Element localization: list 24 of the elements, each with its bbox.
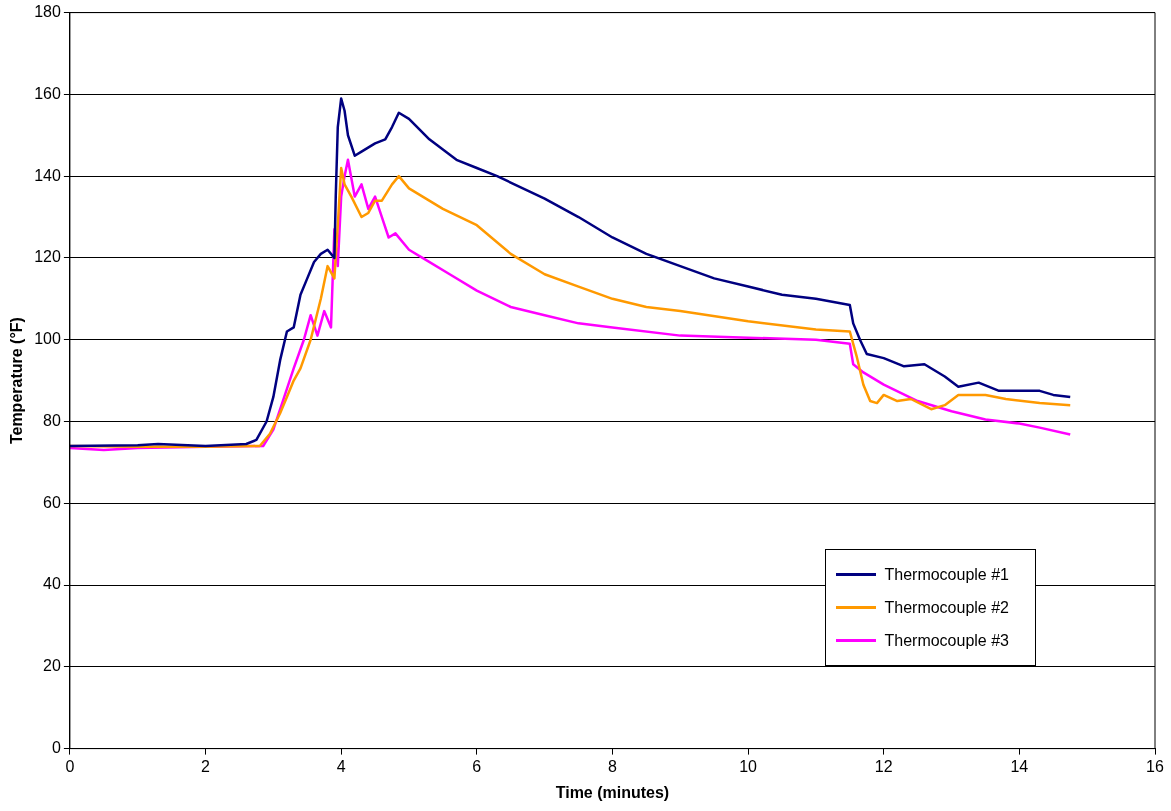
y-tick-label: 160	[34, 84, 61, 102]
legend-label: Thermocouple #1	[884, 565, 1009, 584]
x-tick-label: 14	[1010, 757, 1029, 775]
x-axis-title: Time (minutes)	[555, 783, 670, 801]
x-tick-label: 2	[201, 757, 211, 775]
y-tick-label: 140	[34, 166, 61, 184]
y-tick-label: 60	[43, 493, 61, 511]
legend-label: Thermocouple #3	[884, 631, 1009, 650]
y-tick-label: 180	[34, 3, 61, 21]
y-tick-label: 20	[43, 657, 61, 675]
x-tick-label: 16	[1146, 757, 1164, 775]
x-tick-label: 8	[607, 757, 617, 775]
y-tick-label: 100	[34, 330, 61, 348]
x-tick-label: 4	[336, 757, 346, 775]
y-tick-label: 0	[51, 739, 61, 757]
y-tick-label: 40	[43, 575, 61, 593]
x-tick-label: 12	[874, 757, 893, 775]
x-tick-label: 0	[65, 757, 75, 775]
y-tick-label: 80	[43, 411, 61, 429]
x-tick-label: 10	[739, 757, 758, 775]
y-tick-label: 120	[34, 248, 61, 266]
x-tick-label: 6	[472, 757, 482, 775]
legend-label: Thermocouple #2	[884, 598, 1009, 617]
y-axis-title: Temperature (°F)	[8, 317, 26, 445]
